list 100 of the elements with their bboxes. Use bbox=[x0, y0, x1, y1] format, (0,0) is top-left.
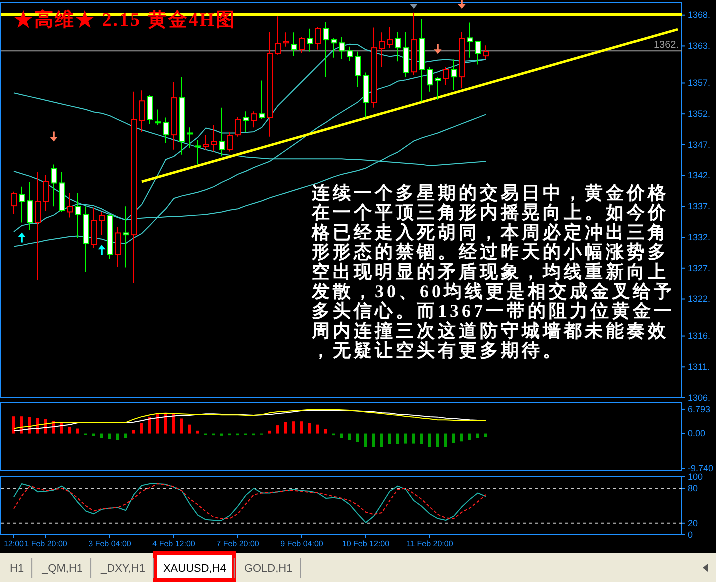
text: XAUUSD,H4 bbox=[163, 563, 226, 575]
bar bbox=[404, 434, 408, 444]
candlestick bbox=[203, 134, 209, 150]
bar bbox=[388, 434, 392, 444]
candlestick bbox=[323, 22, 329, 78]
y-tick-label: 1306. bbox=[688, 392, 711, 403]
x-tick-label: 12:00 bbox=[4, 540, 25, 549]
candlestick bbox=[451, 59, 457, 91]
candlestick bbox=[315, 26, 321, 50]
candlestick bbox=[11, 191, 17, 215]
bar bbox=[156, 414, 160, 434]
candlestick bbox=[35, 172, 41, 281]
y-tick-label: 1357. bbox=[688, 78, 711, 88]
y-tick-label: 1342. bbox=[688, 170, 711, 181]
bar bbox=[372, 434, 376, 448]
bar bbox=[172, 414, 176, 434]
bar bbox=[180, 418, 184, 434]
bar bbox=[396, 434, 400, 444]
x-tick-label: 10 Feb 12:00 bbox=[342, 540, 390, 549]
bar bbox=[308, 423, 312, 434]
candlestick bbox=[467, 22, 473, 58]
candlestick bbox=[251, 111, 257, 128]
bar bbox=[116, 434, 120, 440]
candlestick bbox=[243, 111, 249, 132]
bar bbox=[292, 422, 296, 434]
candlestick bbox=[139, 90, 145, 132]
bar bbox=[420, 434, 424, 444]
bar bbox=[284, 422, 288, 434]
y-tick-label: 6.793 bbox=[688, 404, 711, 414]
y-tick-label: 80 bbox=[688, 483, 698, 494]
candlestick bbox=[115, 226, 121, 268]
candlestick bbox=[27, 181, 33, 231]
bar bbox=[300, 422, 304, 434]
candlestick bbox=[163, 117, 169, 144]
candlestick bbox=[195, 140, 201, 166]
candlestick bbox=[19, 186, 25, 224]
bar bbox=[484, 434, 488, 438]
bar bbox=[268, 430, 272, 434]
chart-title: ★高维★ 2.15 黄金4H图 bbox=[14, 9, 237, 31]
x-tick-label: 1 Feb 20:00 bbox=[24, 540, 68, 549]
candlestick bbox=[379, 32, 385, 68]
text: _DXY,H1 bbox=[100, 563, 146, 575]
candlestick bbox=[43, 174, 49, 212]
candlestick bbox=[427, 66, 433, 92]
x-tick-label: 9 Feb 04:00 bbox=[280, 540, 324, 549]
bar bbox=[476, 434, 480, 438]
candlestick bbox=[219, 107, 225, 158]
candlestick bbox=[435, 76, 441, 100]
candlestick bbox=[331, 38, 337, 58]
candlestick bbox=[235, 116, 241, 138]
bar bbox=[316, 424, 320, 434]
y-tick-label: 100 bbox=[688, 472, 704, 482]
candlestick bbox=[275, 16, 281, 56]
y-tick-label: 20 bbox=[688, 518, 698, 528]
bar bbox=[452, 434, 456, 444]
y-tick-label: 1332. bbox=[688, 232, 711, 242]
candlestick bbox=[187, 127, 193, 149]
candlestick bbox=[75, 192, 81, 239]
y-tick-label: 0.00 bbox=[688, 428, 706, 439]
y-tick-label: 1316. bbox=[688, 331, 711, 342]
bar bbox=[436, 434, 440, 448]
bar bbox=[108, 434, 112, 440]
bar bbox=[68, 426, 72, 434]
candlestick bbox=[259, 80, 265, 120]
y-tick-label: 1337. bbox=[688, 202, 711, 212]
candlestick bbox=[147, 94, 153, 124]
y-tick-label: 1352. bbox=[688, 108, 711, 119]
x-tick-label: 4 Feb 12:00 bbox=[152, 540, 196, 549]
bar bbox=[132, 430, 136, 434]
x-tick-label: 7 Feb 20:00 bbox=[216, 540, 260, 549]
x-tick-label: 3 Feb 04:00 bbox=[88, 540, 132, 549]
candlestick bbox=[483, 45, 489, 60]
bar bbox=[188, 424, 192, 434]
bar bbox=[276, 426, 280, 434]
candlestick bbox=[283, 32, 289, 48]
bar bbox=[124, 434, 128, 438]
bar bbox=[148, 416, 152, 434]
y-tick-label: 1368. bbox=[688, 10, 711, 20]
bar bbox=[428, 434, 432, 448]
bar bbox=[364, 434, 368, 448]
bar bbox=[468, 434, 472, 440]
candlestick bbox=[395, 32, 401, 62]
y-tick-label: 1327. bbox=[688, 263, 711, 274]
candlestick bbox=[291, 32, 297, 57]
bar bbox=[460, 434, 464, 442]
candlestick bbox=[339, 36, 345, 60]
bar bbox=[324, 429, 328, 434]
candlestick bbox=[51, 164, 57, 208]
bar bbox=[100, 434, 104, 438]
candlestick bbox=[355, 51, 361, 88]
candlestick bbox=[155, 109, 161, 126]
text: GOLD,H1 bbox=[244, 563, 293, 575]
bar bbox=[380, 434, 384, 448]
bar bbox=[164, 413, 168, 434]
y-tick-label: -9.740 bbox=[688, 464, 714, 474]
candlestick bbox=[443, 66, 449, 86]
bar bbox=[356, 434, 360, 442]
candlestick bbox=[99, 212, 105, 236]
bar bbox=[12, 416, 16, 434]
candlestick bbox=[475, 41, 481, 66]
